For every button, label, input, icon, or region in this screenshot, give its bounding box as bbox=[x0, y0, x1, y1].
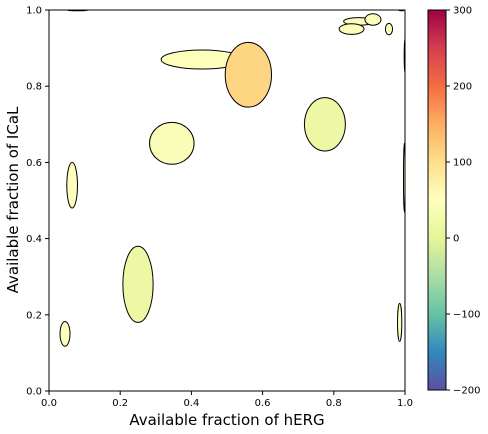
plot-area-frame bbox=[48, 9, 406, 392]
data-ellipse-9 bbox=[364, 13, 382, 26]
colorbar-tick-label: 0 bbox=[453, 234, 459, 245]
data-ellipse-3 bbox=[149, 121, 195, 165]
colorbar-tick-label: 100 bbox=[453, 158, 472, 169]
x-tick-label: 0.0 bbox=[41, 398, 57, 409]
colorbar-tick-label: −200 bbox=[453, 386, 480, 397]
y-axis-title: Available fraction of ICaL bbox=[4, 106, 22, 293]
data-ellipse-11 bbox=[384, 22, 394, 36]
x-tick-label: 0.6 bbox=[255, 398, 271, 409]
colorbar-tick-label: −100 bbox=[453, 310, 480, 321]
y-tick-label: 1.0 bbox=[26, 6, 42, 17]
colorbar-ticks: 300 200 100 0 −100 −200 bbox=[446, 6, 480, 397]
y-tick-label: 0.0 bbox=[26, 387, 42, 398]
x-tick-label: 1.0 bbox=[397, 398, 413, 409]
colorbar bbox=[427, 9, 447, 391]
x-axis-ticks: 0.0 0.2 0.4 0.6 0.8 1.0 bbox=[41, 391, 413, 409]
colorbar-tick-label: 300 bbox=[453, 6, 472, 17]
y-tick-label: 0.4 bbox=[26, 234, 42, 245]
x-tick-label: 0.4 bbox=[183, 398, 199, 409]
data-ellipse-10 bbox=[338, 23, 365, 35]
data-markers bbox=[59, 10, 405, 347]
data-ellipse-13 bbox=[397, 302, 403, 342]
data-ellipse-6 bbox=[122, 245, 154, 323]
data-ellipse-4 bbox=[303, 97, 346, 152]
data-ellipse-7 bbox=[59, 320, 71, 347]
x-tick-label: 0.8 bbox=[326, 398, 342, 409]
y-axis-ticks: 0.0 0.2 0.4 0.6 0.8 1.0 bbox=[26, 6, 49, 398]
data-ellipse-2 bbox=[224, 41, 272, 108]
y-tick-label: 0.6 bbox=[26, 158, 42, 169]
y-tick-label: 0.2 bbox=[26, 310, 42, 321]
x-axis-title: Available fraction of hERG bbox=[129, 411, 324, 429]
x-tick-label: 0.2 bbox=[112, 398, 128, 409]
y-tick-label: 0.8 bbox=[26, 82, 42, 93]
colorbar-tick-label: 200 bbox=[453, 82, 472, 93]
data-ellipse-5 bbox=[66, 161, 78, 209]
